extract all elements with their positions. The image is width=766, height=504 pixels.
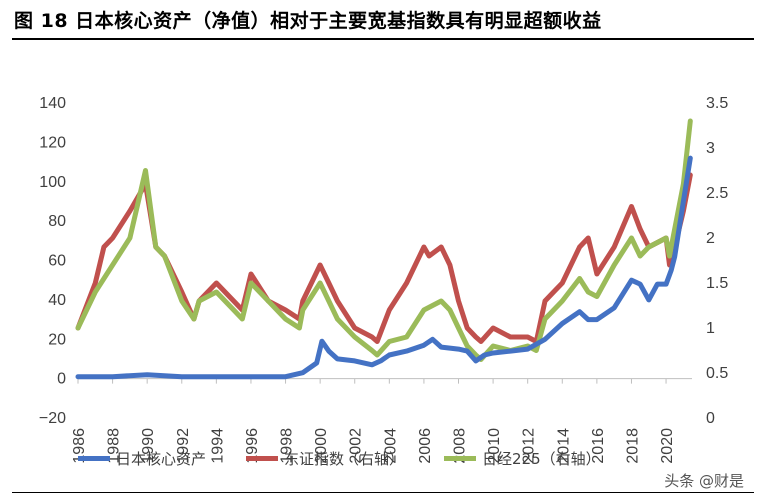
legend-label-nikkei225: 日经225（右轴） bbox=[482, 450, 601, 468]
x-tick-label: 1992 bbox=[175, 428, 192, 464]
chart-legend: 日本核心资产 东证指数（右轴） 日经225（右轴） bbox=[78, 448, 601, 469]
y-right-tick-label: 3.5 bbox=[706, 95, 728, 112]
x-tick-label: 2010 bbox=[486, 428, 503, 464]
x-tick-label: 2000 bbox=[313, 428, 330, 464]
x-tick-label: 2014 bbox=[555, 428, 572, 464]
y-left-tick-label: 120 bbox=[39, 134, 66, 151]
y-left-tick-label: 100 bbox=[39, 174, 66, 191]
legend-item-core-assets: 日本核心资产 bbox=[78, 448, 206, 469]
legend-label-tse-index: 东证指数（右轴） bbox=[284, 450, 405, 468]
x-tick-label: 2018 bbox=[624, 428, 641, 464]
legend-item-nikkei225: 日经225（右轴） bbox=[444, 448, 601, 469]
y-left-tick-label: −20 bbox=[39, 410, 66, 427]
y-right-tick-label: 3 bbox=[706, 140, 715, 157]
y-left-tick-label: 60 bbox=[48, 253, 66, 270]
y-left-tick-label: 20 bbox=[48, 331, 66, 348]
x-tick-label: 1988 bbox=[106, 428, 123, 464]
y-right-tick-label: 1 bbox=[706, 320, 715, 337]
x-tick-label: 1998 bbox=[279, 428, 296, 464]
series-line-nikkei225 bbox=[75, 118, 693, 362]
x-tick-label: 1986 bbox=[71, 428, 88, 464]
legend-swatch-tse-index bbox=[246, 456, 279, 461]
y-left-tick-label: 140 bbox=[39, 95, 66, 112]
y-left-tick-label: 40 bbox=[48, 292, 66, 309]
legend-label-core-assets: 日本核心资产 bbox=[116, 450, 207, 468]
x-tick-label: 2012 bbox=[521, 428, 538, 464]
y-left-tick-label: 80 bbox=[48, 213, 66, 230]
y-left-tick-label: 0 bbox=[57, 371, 66, 388]
x-tick-label: 2016 bbox=[590, 428, 607, 464]
x-tick-label: 2008 bbox=[452, 428, 469, 464]
figure-title: 图 18 日本核心资产（净值）相对于主要宽基指数具有明显超额收益 bbox=[14, 10, 602, 32]
legend-swatch-nikkei225 bbox=[444, 456, 477, 461]
x-tick-label: 1996 bbox=[244, 428, 261, 464]
legend-item-tse-index: 东证指数（右轴） bbox=[246, 448, 404, 469]
x-tick-label: 1990 bbox=[140, 428, 157, 464]
y-right-tick-label: 2 bbox=[706, 230, 715, 247]
x-tick-label: 2020 bbox=[659, 428, 676, 464]
x-tick-label: 1994 bbox=[209, 428, 226, 464]
legend-swatch-core-assets bbox=[78, 456, 110, 461]
y-right-tick-label: 1.5 bbox=[706, 275, 728, 292]
x-tick-label: 2006 bbox=[417, 428, 434, 464]
y-right-tick-label: 0.5 bbox=[706, 365, 728, 382]
y-right-tick-label: 0 bbox=[706, 410, 715, 427]
bottom-rule bbox=[12, 492, 754, 493]
series-line-core-assets bbox=[75, 155, 693, 380]
title-underline bbox=[12, 38, 754, 40]
watermark: 头条 @财是 bbox=[660, 469, 748, 492]
x-tick-label: 2004 bbox=[382, 428, 399, 464]
y-right-tick-label: 2.5 bbox=[706, 185, 728, 202]
x-tick-label: 2002 bbox=[348, 428, 365, 464]
